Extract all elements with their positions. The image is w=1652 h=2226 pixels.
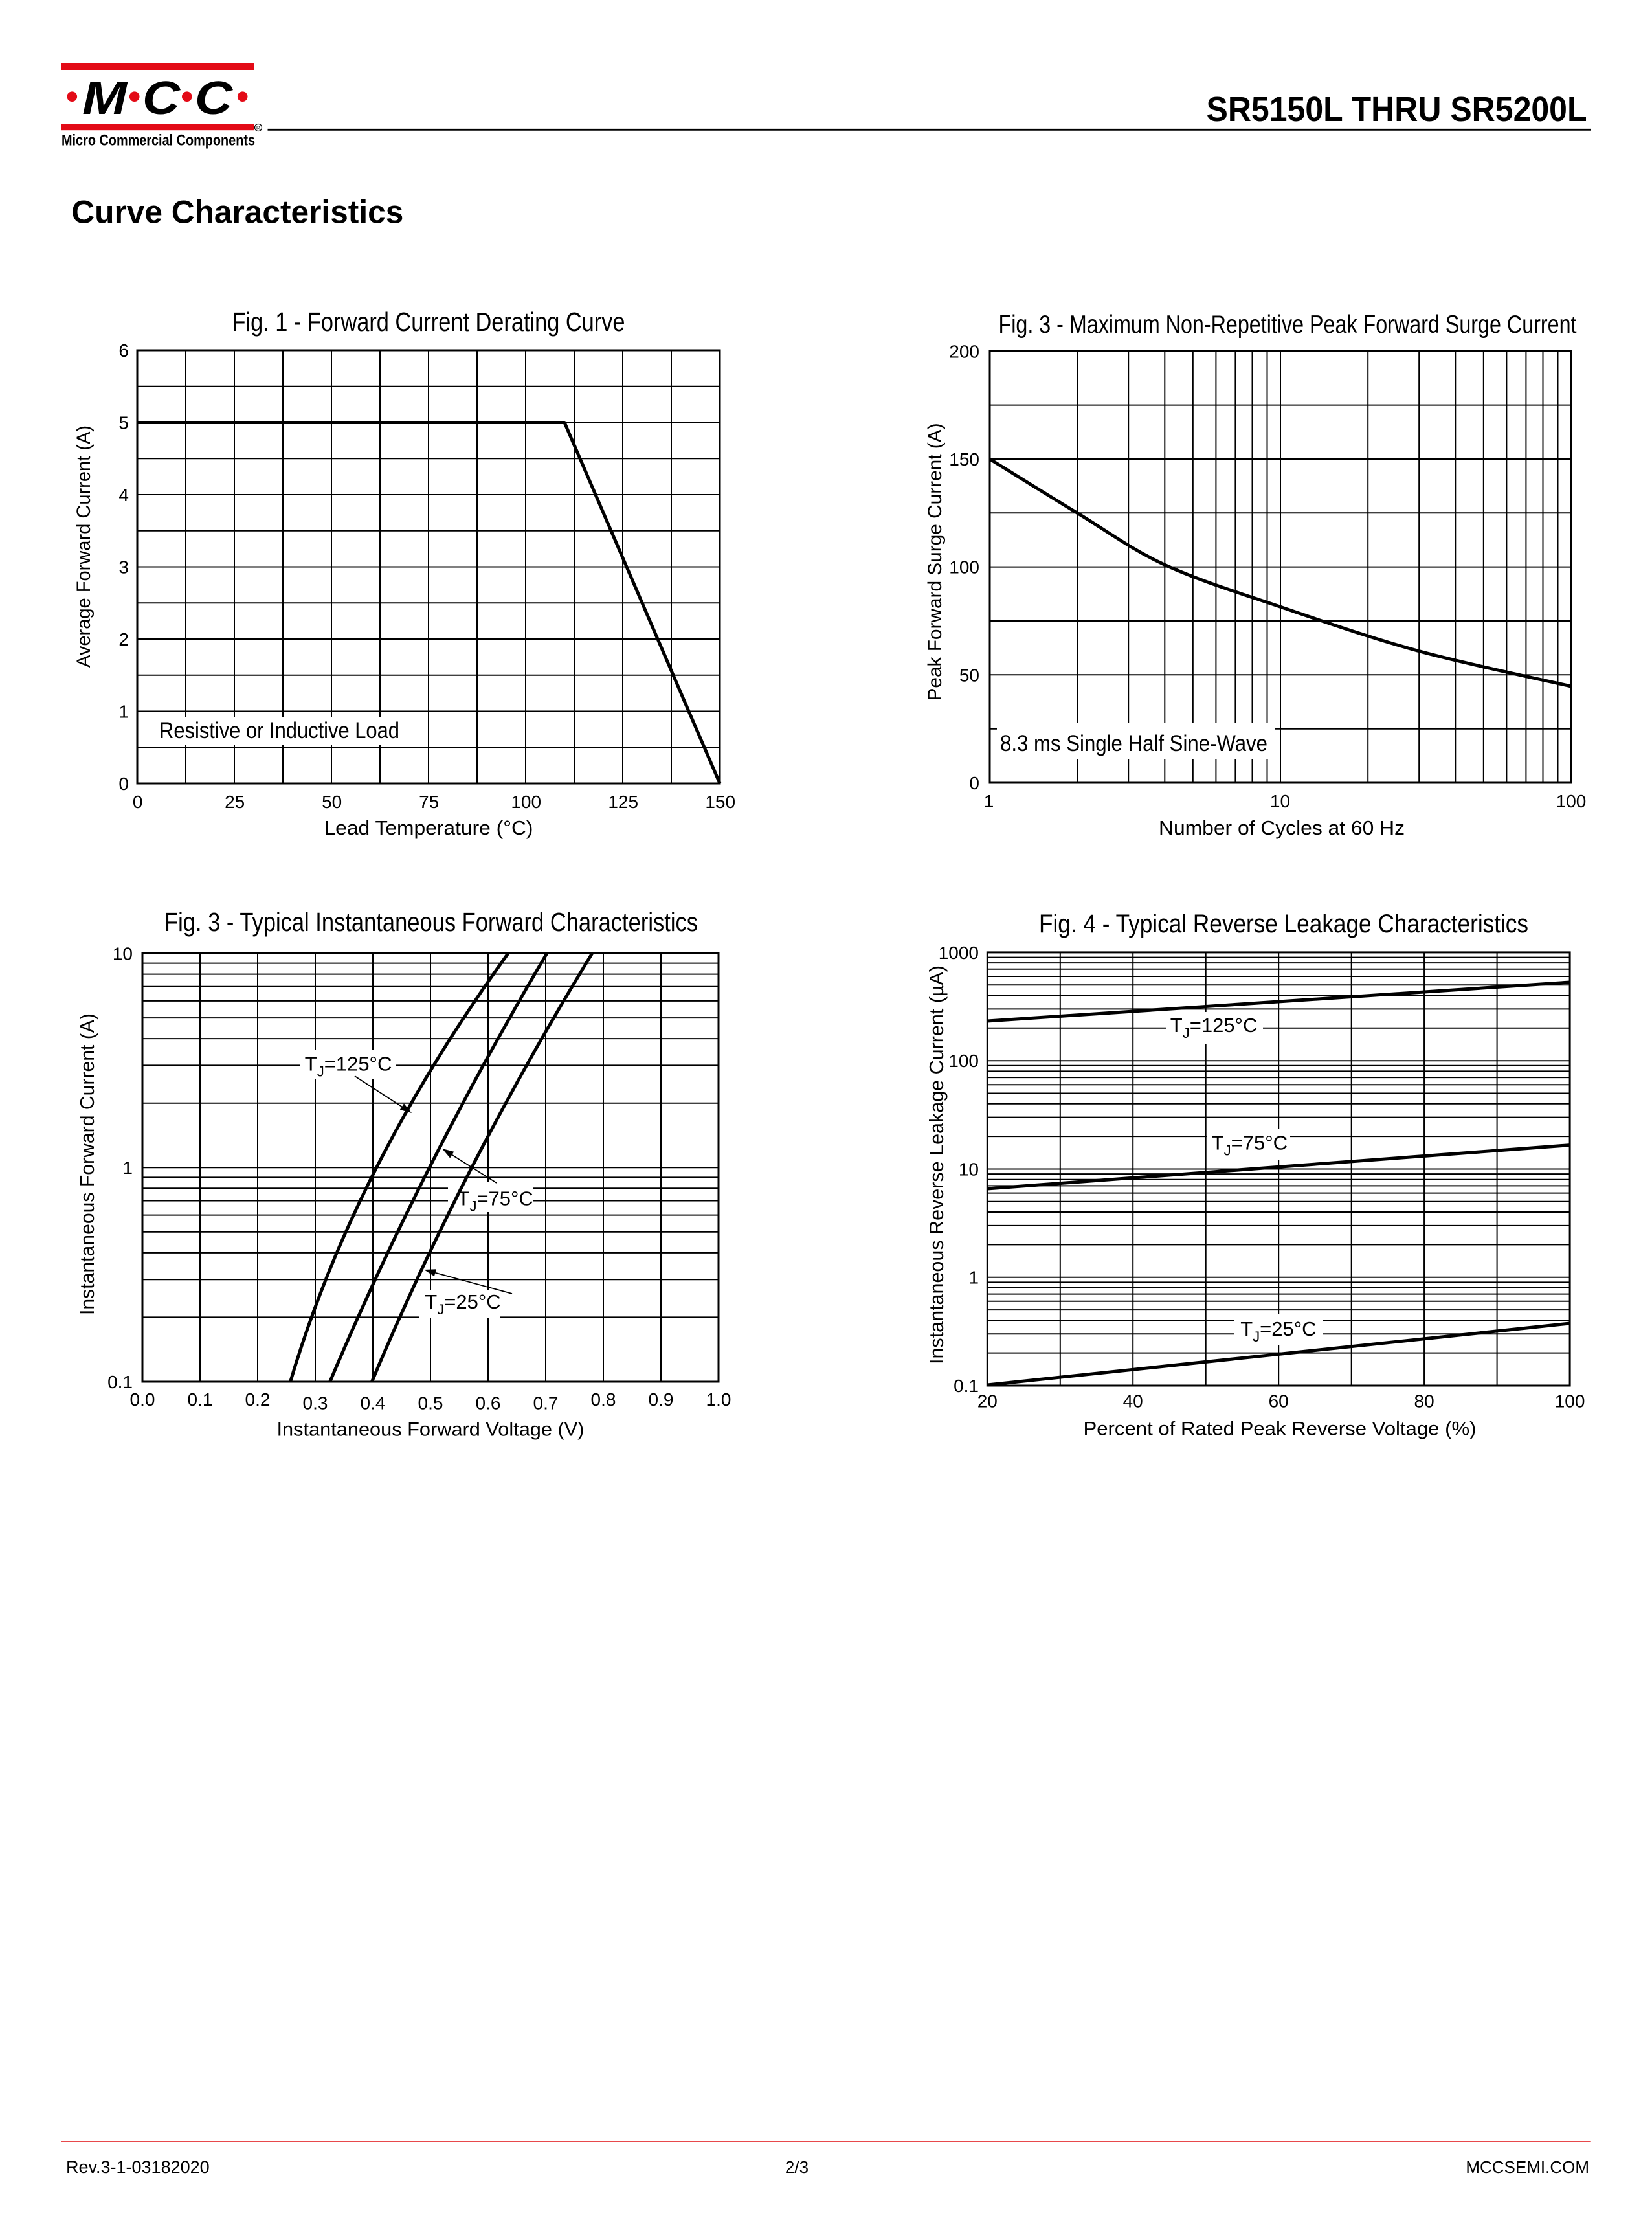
svg-text:R: R (256, 125, 260, 131)
svg-text:50: 50 (959, 665, 979, 685)
svg-text:8.3 ms Single Half Sine-Wave: 8.3 ms Single Half Sine-Wave (1000, 731, 1267, 756)
svg-text:0.1: 0.1 (188, 1389, 213, 1410)
svg-text:10: 10 (113, 944, 133, 964)
svg-text:Resistive or Inductive Load: Resistive or Inductive Load (159, 718, 399, 743)
svg-text:150: 150 (705, 792, 735, 812)
svg-text:0.0: 0.0 (130, 1389, 155, 1410)
svg-text:1000: 1000 (939, 943, 979, 963)
svg-text:Micro Commercial Components: Micro Commercial Components (61, 132, 255, 150)
svg-text:20: 20 (977, 1391, 998, 1411)
svg-text:0.6: 0.6 (476, 1393, 501, 1413)
svg-text:0.2: 0.2 (245, 1389, 271, 1410)
svg-text:1: 1 (968, 1268, 979, 1288)
svg-text:6: 6 (118, 341, 129, 361)
svg-text:80: 80 (1414, 1391, 1434, 1411)
svg-text:60: 60 (1269, 1391, 1289, 1411)
svg-text:Fig. 3 - Typical Instantaneous: Fig. 3 - Typical Instantaneous Forward C… (164, 907, 698, 937)
svg-text:50: 50 (322, 792, 342, 812)
svg-text:Rev.3-1-03182020: Rev.3-1-03182020 (66, 2157, 210, 2177)
svg-text:Number of Cycles at 60 Hz: Number of Cycles at 60 Hz (1159, 816, 1405, 839)
svg-text:1: 1 (122, 1158, 133, 1178)
svg-text:Fig. 4 - Typical Reverse Leaka: Fig. 4 - Typical Reverse Leakage Charact… (1039, 910, 1528, 938)
svg-text:100: 100 (948, 1051, 979, 1071)
svg-text:1: 1 (984, 791, 994, 811)
svg-text:TJ=125°C: TJ=125°C (305, 1053, 392, 1080)
svg-text:Instantaneous Forward Current: Instantaneous Forward Current (A) (76, 1013, 98, 1315)
svg-text:100: 100 (511, 792, 541, 812)
svg-text:100: 100 (949, 557, 979, 578)
svg-text:75: 75 (419, 792, 439, 812)
svg-text:Instantaneous Reverse Leakage: Instantaneous Reverse Leakage Current (µ… (925, 965, 948, 1364)
svg-text:0.5: 0.5 (418, 1393, 443, 1413)
svg-text:5: 5 (118, 413, 129, 433)
svg-text:0.8: 0.8 (591, 1389, 616, 1410)
svg-text:10: 10 (959, 1160, 979, 1180)
svg-text:1.0: 1.0 (706, 1389, 731, 1410)
svg-text:TJ=75°C: TJ=75°C (1212, 1131, 1288, 1158)
svg-text:0.9: 0.9 (649, 1389, 674, 1410)
svg-text:Average Forward Current (A): Average Forward Current (A) (73, 425, 95, 668)
svg-text:Fig. 1 - Forward Current Derat: Fig. 1 - Forward Current Derating Curve (232, 307, 625, 337)
svg-text:100: 100 (1556, 791, 1587, 811)
svg-text:Peak Forward Surge Current (A): Peak Forward Surge Current (A) (924, 423, 946, 701)
svg-text:Percent of Rated Peak Reverse: Percent of Rated Peak Reverse Voltage (%… (1084, 1419, 1477, 1440)
svg-text:0.1: 0.1 (954, 1376, 979, 1396)
svg-text:1: 1 (118, 702, 129, 722)
svg-text:Fig. 3 - Maximum Non-Repetitiv: Fig. 3 - Maximum Non-Repetitive Peak For… (999, 311, 1577, 339)
svg-text:25: 25 (225, 792, 245, 812)
svg-text:Curve Characteristics: Curve Characteristics (71, 194, 403, 230)
svg-text:10: 10 (1270, 791, 1290, 811)
svg-text:C: C (195, 73, 233, 124)
svg-text:0.7: 0.7 (533, 1393, 559, 1413)
svg-text:SR5150L THRU SR5200L: SR5150L THRU SR5200L (1207, 90, 1587, 129)
svg-text:0: 0 (133, 792, 143, 812)
svg-text:3: 3 (118, 557, 129, 578)
svg-text:0.1: 0.1 (107, 1372, 133, 1392)
svg-text:0: 0 (969, 773, 979, 793)
svg-text:4: 4 (118, 485, 129, 505)
svg-text:0.4: 0.4 (361, 1393, 386, 1413)
svg-text:150: 150 (949, 449, 979, 469)
svg-text:200: 200 (949, 341, 979, 361)
svg-text:C: C (142, 73, 181, 124)
svg-text:100: 100 (1555, 1391, 1585, 1411)
svg-text:Lead Temperature (°C): Lead Temperature (°C) (324, 816, 533, 839)
svg-text:125: 125 (608, 792, 638, 812)
svg-text:M: M (82, 73, 128, 124)
svg-text:0: 0 (118, 774, 129, 794)
svg-text:2: 2 (118, 629, 129, 649)
svg-text:2/3: 2/3 (785, 2157, 809, 2177)
svg-text:Instantaneous Forward Voltage: Instantaneous Forward Voltage (V) (277, 1419, 585, 1441)
svg-text:MCCSEMI.COM: MCCSEMI.COM (1466, 2157, 1589, 2177)
svg-text:40: 40 (1123, 1391, 1143, 1411)
svg-text:0.3: 0.3 (303, 1393, 328, 1413)
